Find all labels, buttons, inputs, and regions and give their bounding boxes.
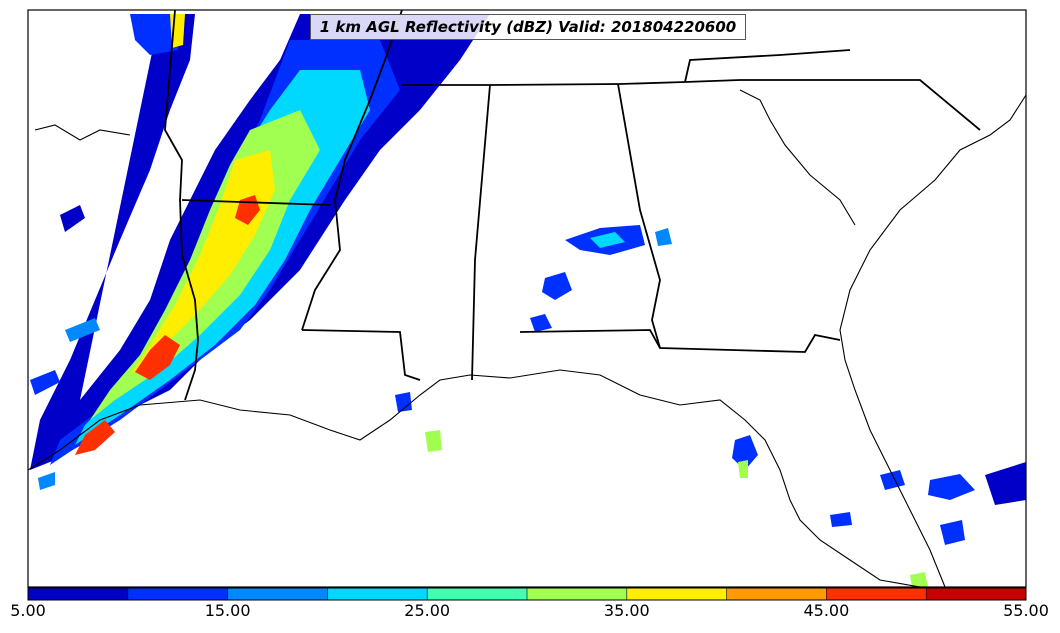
fl-echo-4: [985, 462, 1026, 505]
colorbar-tick-label: 15.00: [204, 601, 251, 620]
map-title: 1 km AGL Reflectivity (dBZ) Valid: 20180…: [310, 14, 746, 40]
colorbar-segment: [926, 588, 1027, 600]
fl-echo-3: [928, 474, 975, 500]
al-echo-3: [542, 272, 572, 300]
border-ms-west: [301, 10, 403, 331]
west-echo-1: [60, 205, 85, 232]
gulf-echo-1: [395, 392, 412, 412]
colorbar-tick-label: 35.00: [603, 601, 650, 620]
squall-line-core: [75, 195, 260, 455]
colorbar-segment: [127, 588, 229, 600]
fl-echo-7: [830, 512, 852, 527]
colorbar-tick-label: 55.00: [1003, 601, 1049, 620]
border-la-ms-south: [301, 329, 421, 381]
border-tn-south: [402, 83, 621, 86]
north-echo-1: [130, 14, 178, 55]
border-nc-sc: [684, 49, 851, 83]
fl-echo-6: [910, 572, 928, 587]
state-borders: [164, 10, 981, 401]
west-echo-3: [30, 370, 60, 395]
colorbar-tick-label: 5.00: [10, 601, 46, 620]
colorbar-segment: [527, 588, 628, 600]
fl-echo-1: [732, 435, 758, 470]
colorbar-segment: [227, 588, 328, 600]
colorbar-segment: [726, 588, 827, 600]
colorbar-segment: [28, 588, 129, 600]
al-echo-2: [655, 228, 672, 246]
colorbar-tick-label: 25.00: [404, 601, 451, 620]
colorbar-segment: [826, 588, 927, 600]
colorbar: [27, 587, 1027, 601]
coastline: [28, 89, 1026, 587]
west-echo-4: [38, 472, 55, 490]
coast-inlet-2: [34, 124, 131, 141]
gulf-coastline: [28, 369, 921, 587]
west-echo-2: [65, 318, 100, 342]
radar-echoes: [30, 14, 1026, 587]
colorbar-segment: [327, 588, 428, 600]
border-ar-la-ms: [164, 10, 199, 401]
al-echo-1-core: [590, 232, 625, 248]
atlantic-coastline: [839, 94, 1026, 587]
coast-inlet-1: [739, 89, 856, 226]
colorbar-tick-label: 45.00: [803, 601, 850, 620]
fl-echo-2: [880, 470, 905, 490]
border-al-fl: [519, 329, 841, 353]
border-ms-al: [471, 84, 491, 381]
gulf-echo-2: [425, 430, 442, 452]
map-frame: [27, 9, 1027, 588]
border-al-ga: [617, 83, 661, 349]
border-tn-nc: [619, 79, 981, 131]
border-ms-la-north: [181, 199, 331, 206]
colorbar-segment: [626, 588, 728, 600]
fl-echo-1-core: [738, 460, 748, 478]
fl-echo-5: [940, 520, 965, 545]
al-echo-4: [530, 314, 552, 332]
colorbar-segment: [427, 588, 528, 600]
